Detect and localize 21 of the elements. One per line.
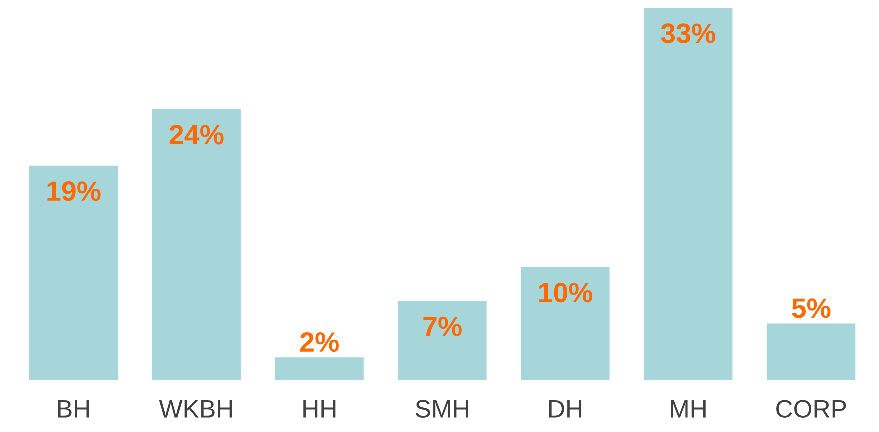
data-label: 7%	[424, 316, 462, 336]
bar	[644, 8, 733, 380]
data-label: 5%	[792, 298, 831, 318]
x-tick-label: WKBH	[159, 400, 232, 418]
bar	[767, 324, 856, 380]
bar	[152, 110, 241, 380]
x-tick-label: DH	[550, 400, 582, 418]
data-label: 10%	[539, 283, 593, 303]
x-tick-label: SMH	[416, 400, 468, 418]
bar	[521, 267, 610, 380]
data-label: 2%	[300, 332, 339, 352]
x-tick-label: MH	[671, 400, 706, 418]
x-tick-label: HH	[304, 400, 336, 418]
data-label: 24%	[170, 125, 224, 145]
bar	[398, 301, 487, 380]
x-tick-label: BH	[58, 400, 90, 418]
x-tick-label: CORP	[776, 400, 846, 418]
data-label: 33%	[661, 24, 716, 44]
bar	[30, 166, 118, 380]
data-label: 19%	[48, 182, 101, 202]
bar	[275, 358, 364, 380]
